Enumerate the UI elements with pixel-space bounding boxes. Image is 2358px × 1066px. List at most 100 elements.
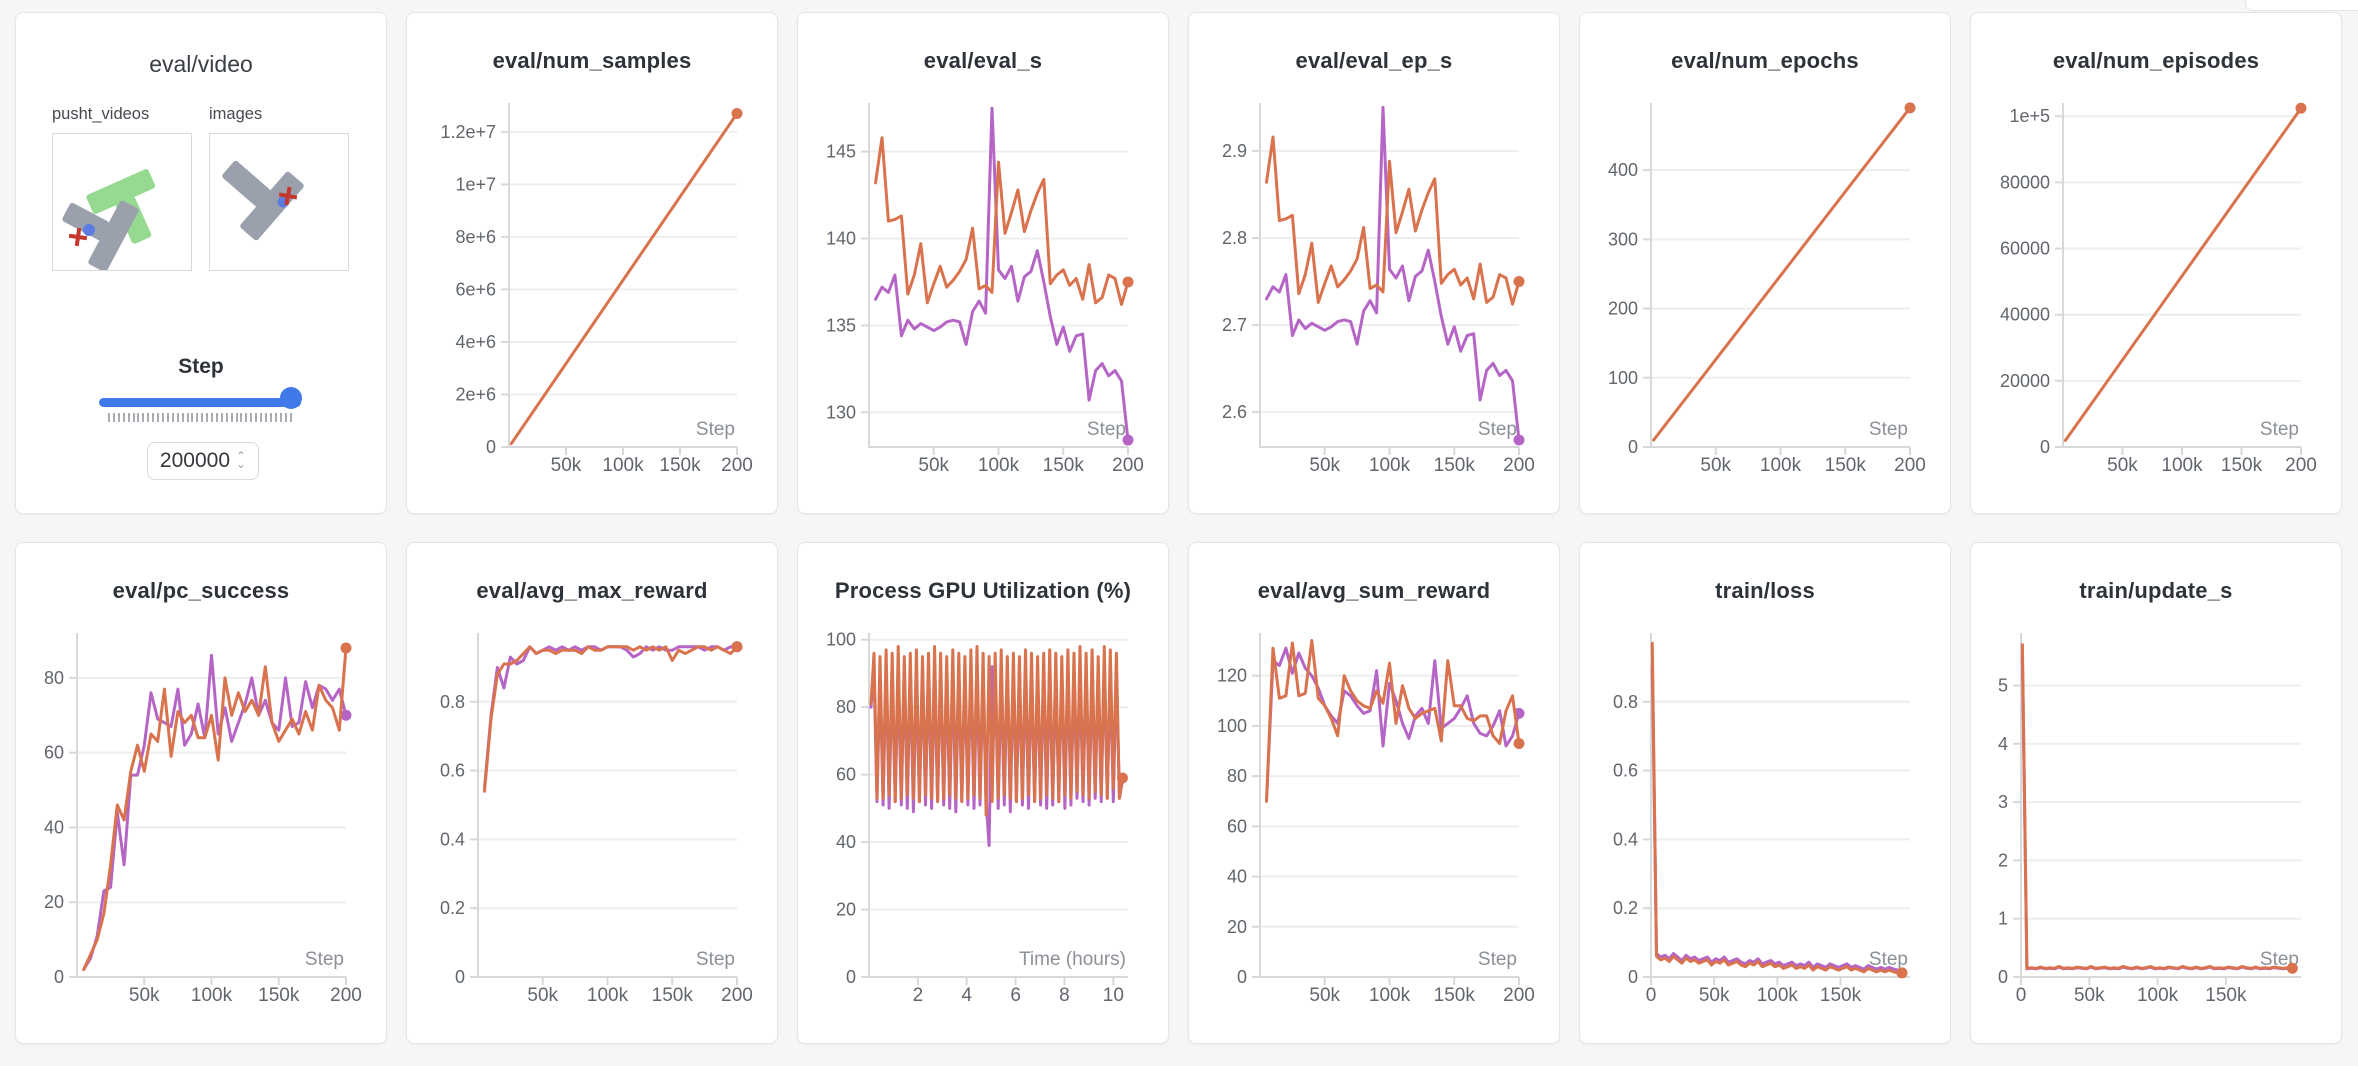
svg-text:50k: 50k xyxy=(2074,985,2105,1006)
svg-text:100k: 100k xyxy=(1760,455,1802,476)
series-line-run_orange xyxy=(1652,106,1912,442)
chart-panel-eval-avg-sum-reward[interactable]: eval/avg_sum_reward 0 20 40 60 80 100 120 50k 100… xyxy=(1188,542,1560,1044)
svg-text:150k: 150k xyxy=(652,985,694,1006)
svg-text:20: 20 xyxy=(1227,917,1247,937)
latest-point-dot-run_purple xyxy=(1513,434,1525,446)
svg-text:120: 120 xyxy=(1217,666,1247,686)
svg-text:20: 20 xyxy=(44,892,64,912)
chart-panel-eval-eval-s[interactable]: eval/eval_s 130 135 140 145 50k 100k 150k 200 Ste… xyxy=(797,12,1169,514)
svg-text:60000: 60000 xyxy=(2000,239,2050,259)
svg-text:40: 40 xyxy=(836,832,856,852)
svg-text:150k: 150k xyxy=(2221,455,2263,476)
svg-text:140: 140 xyxy=(826,229,856,249)
svg-text:20: 20 xyxy=(836,900,856,920)
step-slider-handle[interactable] xyxy=(280,387,302,409)
series-line-run_orange xyxy=(509,112,739,446)
chart-plot-eval-pc-success[interactable]: 0 20 40 60 80 50k 100k 150k 200 Step xyxy=(16,605,386,1041)
chart-panel-eval-num-samples[interactable]: eval/num_samples 0 2e+6 4e+6 6e+6 8e+6 1e+7 1.2… xyxy=(406,12,778,514)
chart-plot-eval-num-samples[interactable]: 0 2e+6 4e+6 6e+6 8e+6 1e+7 1.2e+7 50k 100k 150k 20… xyxy=(407,75,777,511)
chart-plot-process-gpu-utilization[interactable]: 0 20 40 60 80 100 2 4 6 8 10 Time (hours) xyxy=(798,605,1168,1041)
pusht-video-thumbnail[interactable] xyxy=(52,133,192,271)
latest-point-dot-run_orange xyxy=(1896,967,1908,979)
svg-text:20000: 20000 xyxy=(2000,371,2050,391)
svg-text:0: 0 xyxy=(54,967,64,987)
chart-title: eval/avg_max_reward xyxy=(476,578,708,603)
media-panel-title: eval/video xyxy=(149,51,253,77)
blue-dot xyxy=(83,224,95,236)
svg-text:0: 0 xyxy=(1237,967,1247,987)
svg-text:50k: 50k xyxy=(551,455,582,476)
svg-text:1.2e+7: 1.2e+7 xyxy=(440,122,496,142)
chart-plot-eval-avg-sum-reward[interactable]: 0 20 40 60 80 100 120 50k 100k 150k 200 Step xyxy=(1189,605,1559,1041)
svg-text:2.6: 2.6 xyxy=(1222,402,1247,422)
svg-text:200: 200 xyxy=(721,985,753,1006)
svg-text:50k: 50k xyxy=(1700,455,1731,476)
svg-text:60: 60 xyxy=(44,743,64,763)
svg-text:2.8: 2.8 xyxy=(1222,228,1247,248)
chart-panel-eval-num-episodes[interactable]: eval/num_episodes 0 20000 40000 60000 80000 1e… xyxy=(1970,12,2342,514)
svg-text:5: 5 xyxy=(1998,675,2008,695)
svg-text:2: 2 xyxy=(913,985,924,1006)
svg-text:200: 200 xyxy=(1503,985,1535,1006)
chart-plot-eval-eval-ep-s[interactable]: 2.6 2.7 2.8 2.9 50k 100k 150k 200 Step xyxy=(1189,75,1559,511)
latest-point-dot-run_purple xyxy=(1122,434,1134,446)
svg-text:2e+6: 2e+6 xyxy=(455,384,496,404)
red-cross-icon xyxy=(68,227,88,247)
x-axis-label: Step xyxy=(1478,949,1517,970)
series-line-run_orange xyxy=(82,646,348,971)
chart-plot-eval-num-epochs[interactable]: 0 100 200 300 400 50k 100k 150k 200 Step xyxy=(1580,75,1950,511)
svg-text:150k: 150k xyxy=(2205,985,2247,1006)
partial-panel-above xyxy=(2245,0,2358,11)
svg-text:150k: 150k xyxy=(1434,455,1476,476)
chart-plot-eval-num-episodes[interactable]: 0 20000 40000 60000 80000 1e+5 50k 100k 150k 200 S… xyxy=(1971,75,2341,511)
chart-title: eval/num_episodes xyxy=(2052,48,2260,73)
step-slider[interactable] xyxy=(99,398,301,407)
svg-text:100k: 100k xyxy=(2161,455,2203,476)
slider-tick-ruler xyxy=(108,413,292,422)
chart-title: eval/num_samples xyxy=(492,48,692,73)
latest-point-dot-run_orange xyxy=(2286,962,2298,974)
chart-panel-eval-avg-max-reward[interactable]: eval/avg_max_reward 0 0.2 0.4 0.6 0.8 50k 100k 1… xyxy=(406,542,778,1044)
svg-text:150k: 150k xyxy=(258,985,300,1006)
chart-title: eval/pc_success xyxy=(112,578,290,603)
svg-text:150k: 150k xyxy=(659,455,701,476)
chart-panel-train-loss[interactable]: train/loss 0 0.2 0.4 0.6 0.8 0 50k 100k 150k Step xyxy=(1579,542,1951,1044)
latest-point-dot-run_orange xyxy=(1122,276,1134,288)
stepper-down-icon[interactable]: ⌄ xyxy=(236,457,247,471)
svg-text:145: 145 xyxy=(826,142,856,162)
chart-panel-eval-eval-ep-s[interactable]: eval/eval_ep_s 2.6 2.7 2.8 2.9 50k 100k 150k 200… xyxy=(1188,12,1560,514)
chart-plot-eval-avg-max-reward[interactable]: 0 0.2 0.4 0.6 0.8 50k 100k 150k 200 Step xyxy=(407,605,777,1041)
svg-text:40: 40 xyxy=(44,817,64,837)
latest-point-dot-run_orange xyxy=(1904,102,1916,114)
svg-text:0.2: 0.2 xyxy=(1613,898,1638,918)
svg-text:1e+5: 1e+5 xyxy=(2009,106,2050,126)
red-cross-icon xyxy=(278,186,298,206)
svg-text:0: 0 xyxy=(1628,437,1638,457)
svg-text:8: 8 xyxy=(1059,985,1070,1006)
svg-text:400: 400 xyxy=(1608,160,1638,180)
chart-panel-eval-num-epochs[interactable]: eval/num_epochs 0 100 200 300 400 50k 100k 150k 2… xyxy=(1579,12,1951,514)
images-thumbnail[interactable] xyxy=(209,133,349,271)
images-scene-graphic xyxy=(222,160,304,241)
series-line-run_orange xyxy=(869,645,1124,817)
x-axis-label: Step xyxy=(1869,419,1908,440)
chart-panel-eval-pc-success[interactable]: eval/pc_success 0 20 40 60 80 50k 100k 150k 200 St… xyxy=(15,542,387,1044)
step-value-input[interactable]: 200000 ⌃ ⌄ xyxy=(147,442,259,480)
chart-plot-train-loss[interactable]: 0 0.2 0.4 0.6 0.8 0 50k 100k 150k Step xyxy=(1580,605,1950,1041)
latest-point-dot-run_orange xyxy=(731,641,743,653)
media-panel-eval-video: eval/video pusht_videos images xyxy=(15,12,387,514)
svg-text:100: 100 xyxy=(1608,368,1638,388)
x-axis-label: Step xyxy=(696,419,735,440)
chart-panel-train-update-s[interactable]: train/update_s 0 1 2 3 4 5 0 50k 100k 150k Step xyxy=(1970,542,2342,1044)
svg-text:150k: 150k xyxy=(1043,455,1085,476)
media-label-pusht-videos: pusht_videos xyxy=(52,105,150,123)
stepper-up-icon[interactable]: ⌃ xyxy=(236,449,247,463)
svg-text:60: 60 xyxy=(836,765,856,785)
svg-text:150k: 150k xyxy=(1825,455,1867,476)
series-line-run_orange xyxy=(2020,643,2294,970)
svg-text:80: 80 xyxy=(1227,766,1247,786)
chart-plot-eval-eval-s[interactable]: 130 135 140 145 50k 100k 150k 200 Step xyxy=(798,75,1168,511)
series-line-run_purple xyxy=(1265,646,1521,803)
chart-panel-process-gpu-utilization[interactable]: Process GPU Utilization (%) 0 20 40 60 80 100 2… xyxy=(797,542,1169,1044)
